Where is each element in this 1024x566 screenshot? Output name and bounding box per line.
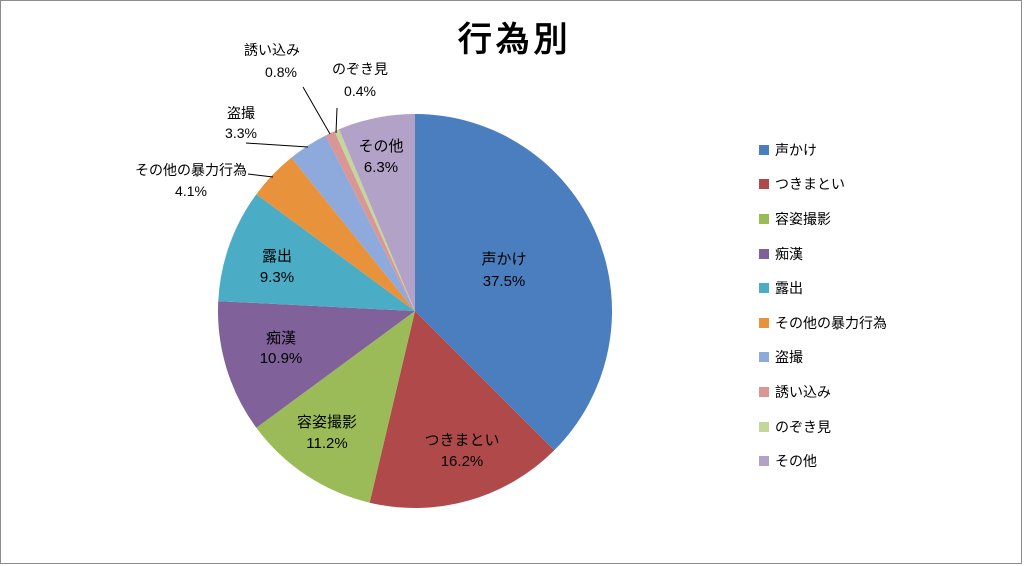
svg-text:露出: 露出 [262,248,292,265]
svg-text:のぞき見: のぞき見 [332,61,388,77]
svg-text:容姿撮影: 容姿撮影 [297,413,357,431]
svg-text:盗撮: 盗撮 [227,105,255,121]
svg-text:9.3%: 9.3% [260,269,294,286]
svg-text:37.5%: 37.5% [483,273,526,290]
svg-text:声かけ: 声かけ [481,250,526,268]
svg-text:16.2%: 16.2% [441,453,484,470]
svg-text:3.3%: 3.3% [225,125,257,141]
svg-text:その他: その他 [358,138,403,155]
svg-text:痴漢: 痴漢 [266,330,296,347]
svg-text:10.9%: 10.9% [260,350,303,367]
svg-text:0.8%: 0.8% [265,64,297,80]
svg-text:0.4%: 0.4% [344,83,376,99]
svg-text:11.2%: 11.2% [306,435,347,452]
svg-text:4.1%: 4.1% [175,183,207,199]
svg-text:誘い込み: 誘い込み [244,42,300,58]
svg-text:つきまとい: つきまとい [424,432,499,449]
svg-text:その他の暴力行為: その他の暴力行為 [135,162,247,178]
svg-text:6.3%: 6.3% [364,159,398,176]
